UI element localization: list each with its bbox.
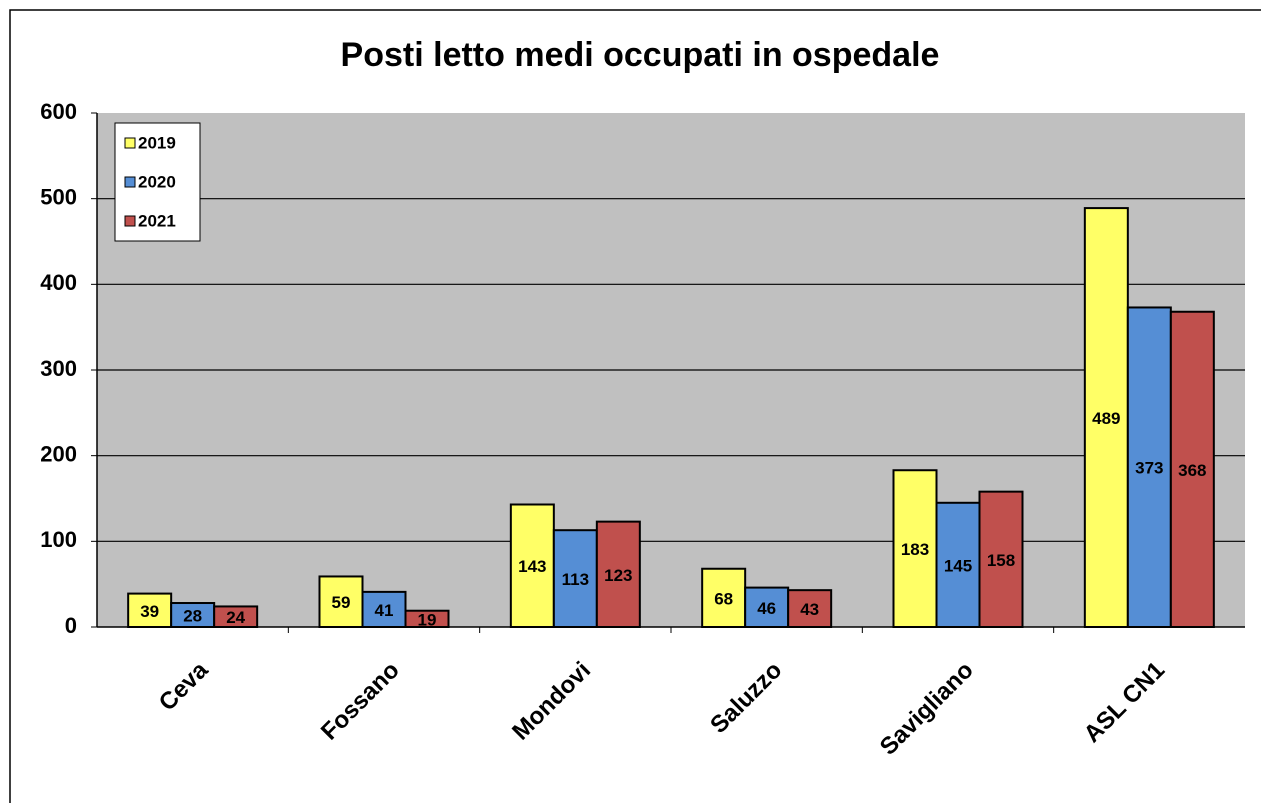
bar [744,586,790,628]
data-label: 183 [901,540,929,559]
legend-swatch [124,176,136,188]
bar [318,575,364,628]
data-label: 59 [332,593,351,612]
data-label: 28 [183,606,202,625]
data-label: 145 [944,556,972,575]
legend-label: 2019 [138,133,176,152]
bar [978,490,1024,628]
chart-title: Posti letto medi occupati in ospedale [341,36,940,74]
y-tick-label: 100 [40,527,77,552]
data-label: 68 [714,589,733,608]
data-label: 46 [757,599,776,618]
data-label: 123 [604,566,632,585]
y-tick-label: 500 [40,184,77,209]
y-tick-label: 400 [40,270,77,295]
legend-label: 2021 [138,211,176,230]
bar [935,501,981,628]
data-label: 143 [518,557,546,576]
bar [595,520,641,629]
data-label: 24 [226,608,245,627]
y-tick-label: 300 [40,356,77,381]
data-label: 43 [800,600,819,619]
data-label: 368 [1178,461,1206,480]
y-tick-label: 600 [40,99,77,124]
bar [1126,306,1172,628]
data-label: 373 [1135,459,1163,478]
y-tick-label: 200 [40,441,77,466]
legend-label: 2020 [138,172,176,191]
y-tick-label: 0 [65,613,77,638]
bar [1169,310,1215,628]
legend-swatch [124,137,136,149]
data-label: 113 [562,570,589,589]
data-label: 41 [375,601,394,620]
bar [892,469,938,629]
data-label: 39 [140,602,159,621]
data-label: 19 [418,610,437,629]
legend-swatch [124,215,136,227]
data-label: 158 [987,551,1015,570]
data-label: 489 [1092,409,1120,428]
